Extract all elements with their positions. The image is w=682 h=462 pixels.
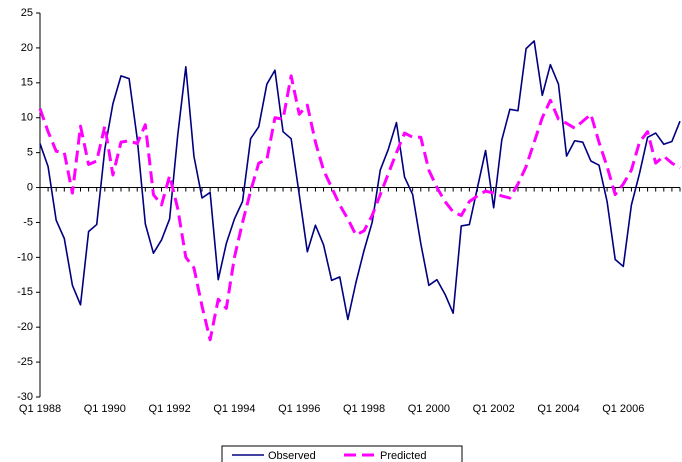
y-tick-label: -25 bbox=[17, 356, 33, 368]
x-tick-label: Q1 2006 bbox=[602, 403, 644, 415]
y-tick-label: -5 bbox=[23, 216, 33, 228]
x-tick-label: Q1 2000 bbox=[408, 403, 450, 415]
y-tick-label: -20 bbox=[17, 321, 33, 333]
x-tick-label: Q1 2004 bbox=[537, 403, 579, 415]
y-tick-label: 0 bbox=[27, 181, 33, 193]
legend-box bbox=[221, 445, 463, 462]
y-tick-label: -15 bbox=[17, 286, 33, 298]
y-tick-label: -10 bbox=[17, 251, 33, 263]
y-tick-label: 25 bbox=[21, 7, 33, 19]
y-tick-label: 10 bbox=[21, 112, 33, 124]
x-tick-label: Q1 1996 bbox=[278, 403, 320, 415]
y-tick-label: -30 bbox=[17, 391, 33, 403]
x-tick-label: Q1 1992 bbox=[149, 403, 191, 415]
legend-label: Predicted bbox=[380, 450, 426, 462]
x-tick-label: Q1 1990 bbox=[84, 403, 126, 415]
y-tick-label: 5 bbox=[27, 147, 33, 159]
x-tick-label: Q1 1988 bbox=[19, 403, 61, 415]
legend-label: Observed bbox=[268, 450, 316, 462]
x-tick-label: Q1 1994 bbox=[213, 403, 255, 415]
y-tick-label: 20 bbox=[21, 42, 33, 54]
data-line bbox=[39, 40, 681, 321]
x-tick-label: Q1 2002 bbox=[473, 403, 515, 415]
data-line bbox=[38, 74, 681, 342]
x-tick-label: Q1 1998 bbox=[343, 403, 385, 415]
y-tick-label: 15 bbox=[21, 77, 33, 89]
